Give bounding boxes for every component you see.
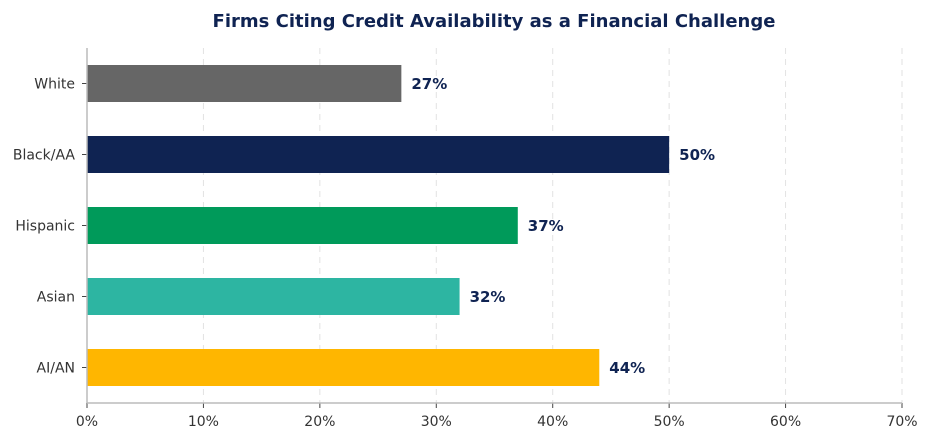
x-axis-ticks-group: 0% 10% 20% 30% 40% 50% 60% 70% bbox=[76, 403, 918, 430]
value-label-ai-an: 44% bbox=[609, 359, 645, 377]
value-label-black-aa: 50% bbox=[679, 146, 715, 164]
value-label-asian: 32% bbox=[470, 288, 506, 306]
value-label-hispanic: 37% bbox=[528, 217, 564, 235]
chart-title: Firms Citing Credit Availability as a Fi… bbox=[213, 11, 776, 32]
value-labels-group: 27% 50% 37% 32% 44% bbox=[411, 75, 715, 377]
category-label-black-aa: Black/AA bbox=[13, 148, 76, 164]
category-label-hispanic: Hispanic bbox=[15, 219, 75, 235]
bar-black-aa bbox=[87, 136, 670, 173]
bar-white bbox=[87, 65, 402, 102]
category-label-white: White bbox=[34, 77, 75, 93]
x-tick-label-0: 0% bbox=[76, 414, 98, 430]
bar-asian bbox=[87, 278, 460, 315]
x-tick-label-30: 30% bbox=[421, 414, 452, 430]
x-tick-label-70: 70% bbox=[886, 414, 917, 430]
category-label-ai-an: AI/AN bbox=[37, 361, 75, 377]
bar-hispanic bbox=[87, 207, 518, 244]
x-tick-label-50: 50% bbox=[654, 414, 685, 430]
bar-ai-an bbox=[87, 349, 600, 386]
x-tick-label-60: 60% bbox=[770, 414, 801, 430]
value-label-white: 27% bbox=[411, 75, 447, 93]
x-tick-label-20: 20% bbox=[304, 414, 335, 430]
category-label-asian: Asian bbox=[37, 290, 75, 306]
category-labels-group: White Black/AA Hispanic Asian AI/AN bbox=[13, 77, 87, 377]
x-tick-label-40: 40% bbox=[537, 414, 568, 430]
x-tick-label-10: 10% bbox=[188, 414, 219, 430]
bars-group bbox=[87, 65, 670, 386]
